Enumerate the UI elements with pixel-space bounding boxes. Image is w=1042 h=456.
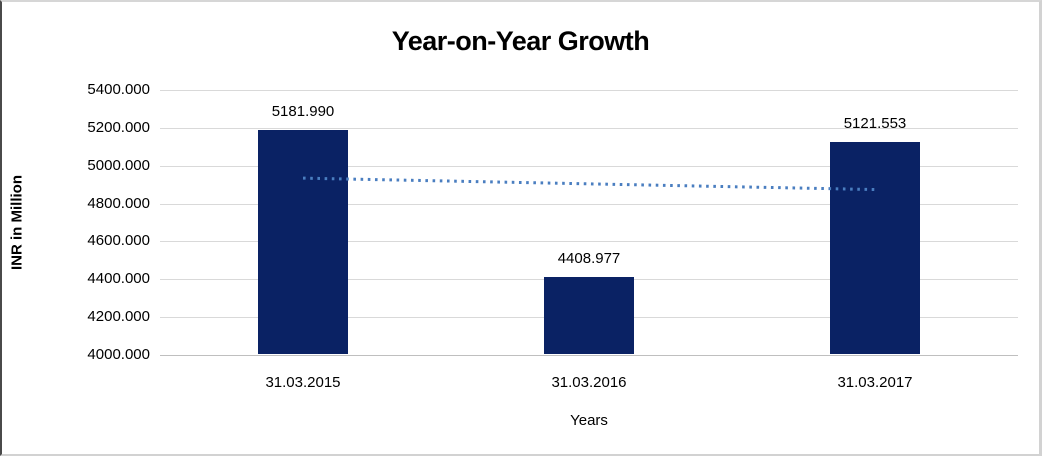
category-label: 31.03.2015 [265,374,341,391]
data-label: 4408.977 [557,249,621,267]
y-tick-label: 4000.000 [87,346,150,363]
x-axis-title: Years [570,412,608,429]
plot-area [160,90,1018,356]
y-tick-label: 4400.000 [87,270,150,288]
y-tick-label: 4800.000 [87,194,150,212]
gridline [160,203,1018,205]
gridline [160,127,1018,129]
gridline [160,241,1018,243]
category-label: 31.03.2017 [837,374,913,391]
category-label: 31.03.2016 [551,374,627,391]
bar-31.03.2015 [258,130,348,354]
chart-title: Year-on-Year Growth [391,26,650,56]
bar-31.03.2016 [544,276,634,354]
data-label: 5121.553 [843,114,907,132]
trendline [302,176,876,192]
y-tick-label: 4200.000 [87,308,150,326]
y-tick-label: 5400.000 [87,81,150,98]
y-tick-label: 4600.000 [87,232,150,250]
gridline [160,165,1018,167]
data-label: 5181.990 [271,103,335,121]
bar-31.03.2017 [830,141,920,354]
gridline [160,90,1018,91]
y-tick-label: 5200.000 [87,118,150,136]
y-tick-label: 5000.000 [87,156,150,174]
x-axis-line [160,355,1018,356]
y-axis-title: INR in Million [8,175,26,270]
